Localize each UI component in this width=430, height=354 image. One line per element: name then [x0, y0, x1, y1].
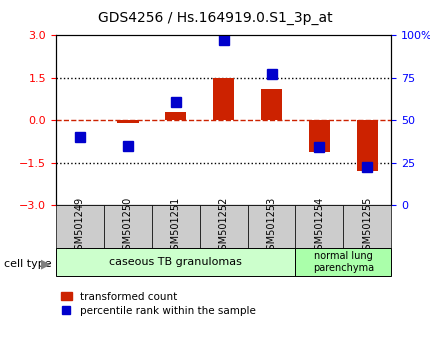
Text: GSM501253: GSM501253	[267, 197, 276, 256]
Text: cell type: cell type	[4, 259, 52, 269]
FancyBboxPatch shape	[344, 205, 391, 248]
Text: GSM501249: GSM501249	[75, 197, 85, 256]
FancyBboxPatch shape	[56, 205, 104, 248]
FancyBboxPatch shape	[295, 205, 344, 248]
FancyBboxPatch shape	[104, 205, 152, 248]
Text: GDS4256 / Hs.164919.0.S1_3p_at: GDS4256 / Hs.164919.0.S1_3p_at	[98, 11, 332, 25]
Text: ▶: ▶	[41, 257, 50, 270]
FancyBboxPatch shape	[56, 248, 295, 276]
FancyBboxPatch shape	[248, 205, 295, 248]
Bar	[165, 112, 187, 120]
Text: GSM501252: GSM501252	[218, 197, 229, 256]
FancyBboxPatch shape	[200, 205, 248, 248]
Bar	[356, 120, 378, 171]
FancyBboxPatch shape	[152, 205, 200, 248]
Text: GSM501251: GSM501251	[171, 197, 181, 256]
Text: caseous TB granulomas: caseous TB granulomas	[109, 257, 242, 267]
Text: normal lung
parenchyma: normal lung parenchyma	[313, 251, 374, 273]
Text: GSM501254: GSM501254	[314, 197, 324, 256]
Bar	[117, 120, 138, 123]
Text: GSM501255: GSM501255	[362, 197, 372, 256]
FancyBboxPatch shape	[295, 248, 391, 276]
Bar	[309, 120, 330, 152]
Bar	[261, 89, 282, 120]
Legend: transformed count, percentile rank within the sample: transformed count, percentile rank withi…	[61, 292, 256, 316]
Text: GSM501250: GSM501250	[123, 197, 133, 256]
Bar	[213, 78, 234, 120]
